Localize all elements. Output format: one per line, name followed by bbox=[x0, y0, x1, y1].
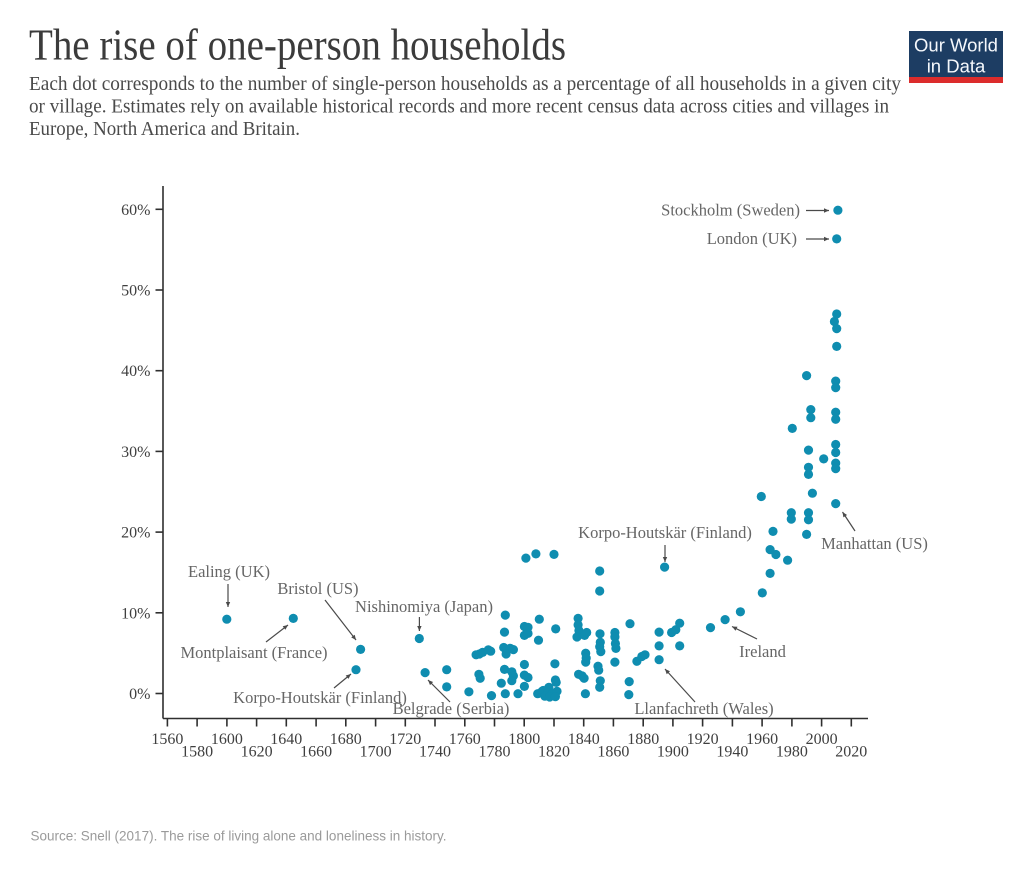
svg-text:1580: 1580 bbox=[181, 744, 213, 761]
svg-text:1680: 1680 bbox=[330, 731, 362, 748]
svg-text:1620: 1620 bbox=[241, 744, 273, 761]
svg-text:40%: 40% bbox=[121, 363, 150, 380]
svg-text:1940: 1940 bbox=[716, 744, 748, 761]
svg-text:30%: 30% bbox=[121, 444, 150, 461]
svg-text:Ireland: Ireland bbox=[739, 642, 786, 661]
svg-text:1780: 1780 bbox=[479, 744, 511, 761]
svg-text:The rise of one-person househo: The rise of one-person households bbox=[29, 21, 566, 70]
svg-text:1740: 1740 bbox=[419, 744, 451, 761]
svg-text:Our World: Our World bbox=[914, 35, 998, 56]
svg-text:1660: 1660 bbox=[300, 744, 332, 761]
svg-text:20%: 20% bbox=[121, 525, 150, 542]
svg-text:Ealing (UK): Ealing (UK) bbox=[188, 562, 270, 581]
svg-text:1600: 1600 bbox=[211, 731, 243, 748]
svg-text:10%: 10% bbox=[121, 605, 150, 622]
svg-text:Belgrade (Serbia): Belgrade (Serbia) bbox=[393, 699, 510, 718]
svg-text:1720: 1720 bbox=[389, 731, 421, 748]
svg-text:1840: 1840 bbox=[568, 731, 600, 748]
svg-text:Manhattan (US): Manhattan (US) bbox=[821, 534, 928, 553]
svg-text:2000: 2000 bbox=[806, 731, 838, 748]
svg-text:60%: 60% bbox=[121, 202, 150, 219]
svg-text:1960: 1960 bbox=[746, 731, 778, 748]
svg-text:1820: 1820 bbox=[538, 744, 570, 761]
svg-text:Llanfachreth (Wales): Llanfachreth (Wales) bbox=[634, 699, 773, 718]
svg-text:Source: Snell (2017). The rise: Source: Snell (2017). The rise of living… bbox=[31, 828, 447, 844]
svg-text:1700: 1700 bbox=[360, 744, 392, 761]
svg-text:0%: 0% bbox=[129, 686, 150, 703]
svg-text:1640: 1640 bbox=[270, 731, 302, 748]
svg-text:Korpo-Houtskär (Finland): Korpo-Houtskär (Finland) bbox=[578, 523, 752, 542]
svg-text:Stockholm (Sweden): Stockholm (Sweden) bbox=[661, 201, 800, 220]
svg-text:Each dot corresponds to the nu: Each dot corresponds to the number of si… bbox=[29, 74, 901, 95]
svg-text:in Data: in Data bbox=[927, 56, 986, 77]
svg-text:1900: 1900 bbox=[657, 744, 689, 761]
svg-text:Bristol (US): Bristol (US) bbox=[277, 579, 358, 598]
svg-text:Nishinomiya (Japan): Nishinomiya (Japan) bbox=[355, 597, 493, 616]
svg-text:1920: 1920 bbox=[687, 731, 719, 748]
svg-text:London (UK): London (UK) bbox=[707, 229, 797, 248]
svg-text:Montplaisant (France): Montplaisant (France) bbox=[180, 643, 327, 662]
svg-text:Korpo-Houtskär (Finland): Korpo-Houtskär (Finland) bbox=[233, 688, 407, 707]
svg-text:1980: 1980 bbox=[776, 744, 808, 761]
svg-text:1800: 1800 bbox=[508, 731, 540, 748]
svg-text:Europe, North America and Brit: Europe, North America and Britain. bbox=[29, 119, 300, 140]
svg-text:1560: 1560 bbox=[151, 731, 183, 748]
svg-text:2020: 2020 bbox=[835, 744, 867, 761]
svg-text:or village. Estimates rely on: or village. Estimates rely on available … bbox=[29, 97, 889, 118]
svg-text:1760: 1760 bbox=[449, 731, 481, 748]
svg-text:1860: 1860 bbox=[597, 744, 629, 761]
svg-text:50%: 50% bbox=[121, 283, 150, 300]
svg-text:1880: 1880 bbox=[627, 731, 659, 748]
